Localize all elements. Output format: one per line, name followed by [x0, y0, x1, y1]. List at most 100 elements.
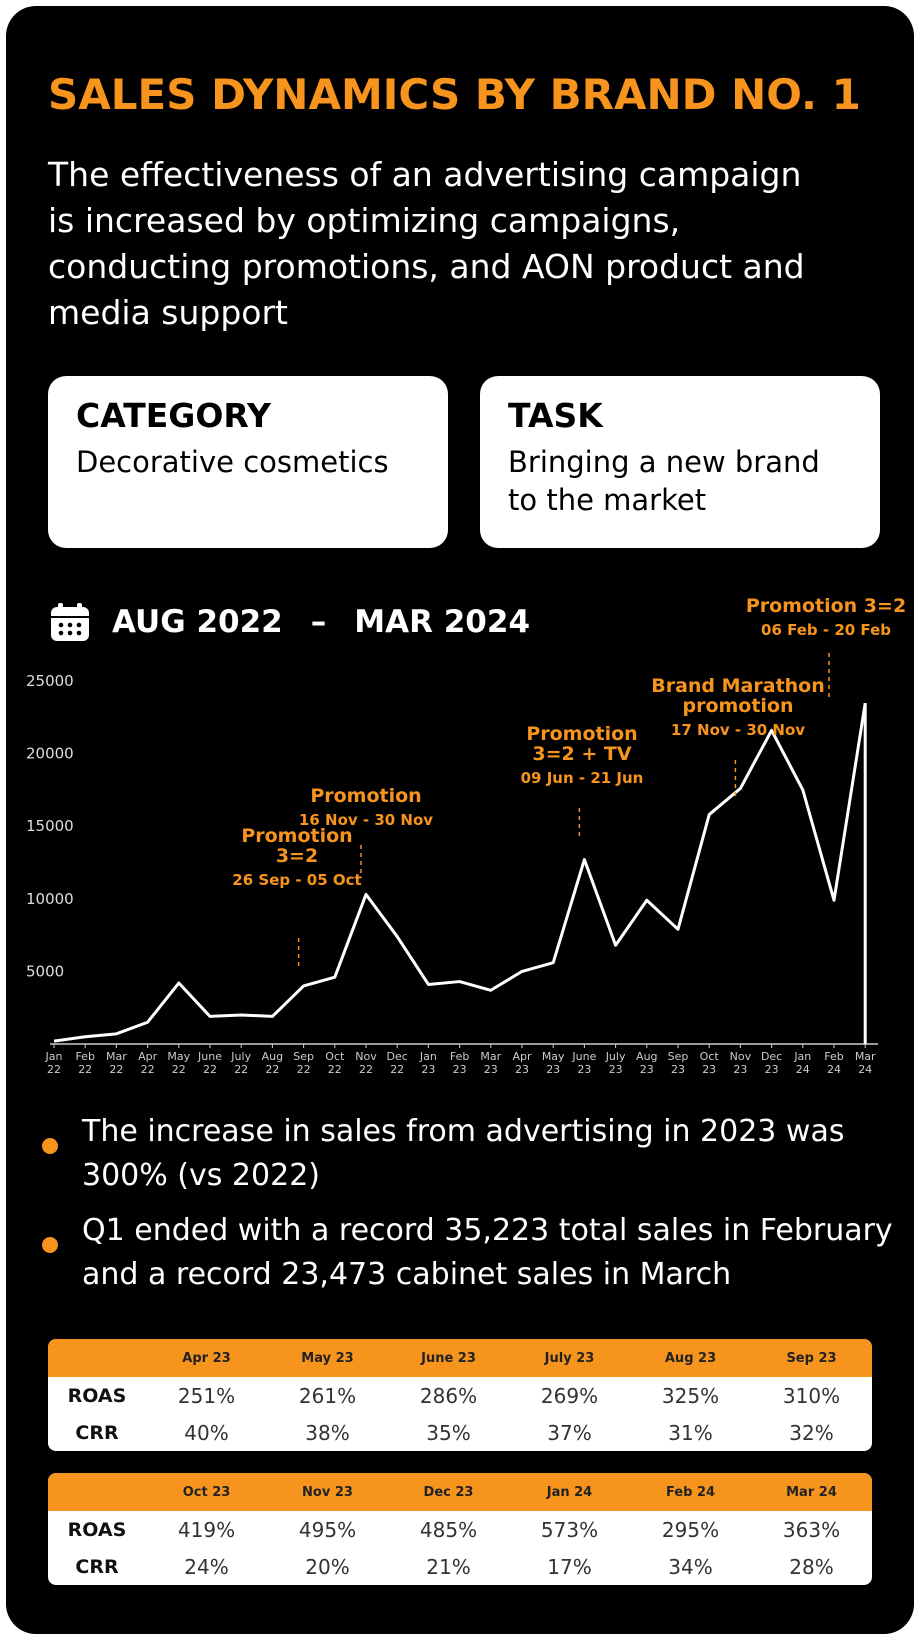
x-tick-part: 24 — [827, 1063, 841, 1076]
x-tick-part: Aug — [636, 1050, 657, 1063]
x-tick-part: Sep — [293, 1050, 314, 1063]
x-tick-part: 22 — [78, 1063, 92, 1076]
table-cell: 269% — [540, 1383, 599, 1408]
x-tick-part: 23 — [733, 1063, 747, 1076]
x-tick-part: Mar — [480, 1050, 501, 1063]
x-tick-label: June 23 — [571, 1050, 596, 1076]
x-tick-part: 23 — [640, 1063, 654, 1076]
x-tick-part: Aug — [262, 1050, 283, 1063]
x-tick-part: Nov — [730, 1050, 752, 1063]
x-tick-label: July 23 — [605, 1050, 626, 1076]
x-tick-part: Feb — [75, 1050, 94, 1063]
x-tick-label: Aug 23 — [636, 1050, 657, 1076]
annotation-title: Promotion — [241, 825, 352, 847]
row-label: CRR — [75, 1555, 119, 1578]
annotation-title: 3=2 — [276, 845, 318, 867]
card-text: Decorative cosmetics — [76, 445, 389, 479]
table-header: Apr 23 May 23 June 23 July 23 Aug 23 Sep 23 — [48, 1339, 872, 1377]
y-tick-label: 5000 — [26, 962, 64, 980]
x-tick-part: 22 — [47, 1063, 61, 1076]
bullet: The increase in sales from advertising i… — [42, 1110, 902, 1198]
x-tick-label: June 22 — [197, 1050, 222, 1076]
x-tick-part: 23 — [453, 1063, 467, 1076]
table-cell: 40% — [184, 1420, 229, 1445]
annotation-title: Promotion — [526, 723, 637, 745]
x-tick-label: Sep 22 — [293, 1050, 314, 1076]
x-tick-part: July — [230, 1050, 251, 1063]
x-tick-part: 22 — [390, 1063, 404, 1076]
table-cell: 31% — [668, 1420, 713, 1445]
annotation-dates: 06 Feb - 20 Feb — [761, 621, 891, 639]
x-tick-part: 23 — [515, 1063, 529, 1076]
x-tick-label: Nov 22 — [355, 1050, 377, 1076]
x-tick-part: 22 — [234, 1063, 248, 1076]
table-header: Oct 23 Nov 23 Dec 23 Jan 24 Feb 24 Mar 24 — [48, 1473, 872, 1511]
x-tick-label: Mar 23 — [480, 1050, 501, 1076]
annotation-title: 3=2 + TV — [532, 743, 631, 765]
y-tick-label: 15000 — [26, 817, 74, 835]
x-tick-part: Mar — [106, 1050, 127, 1063]
x-tick-part: 24 — [858, 1063, 872, 1076]
x-tick-part: May — [167, 1050, 190, 1063]
x-tick-label: Aug 22 — [262, 1050, 283, 1076]
annotation-dates: 16 Nov - 30 Nov — [299, 811, 433, 829]
annotation-dates: 09 Jun - 21 Jun — [521, 769, 644, 787]
x-tick-part: 23 — [671, 1063, 685, 1076]
table-cell: 363% — [782, 1517, 841, 1542]
table-cell: 28% — [789, 1554, 834, 1579]
table-cell: 495% — [298, 1517, 357, 1542]
x-tick-part: 23 — [702, 1063, 716, 1076]
x-tick-part: 22 — [172, 1063, 186, 1076]
x-tick-part: 23 — [484, 1063, 498, 1076]
header-cell: May 23 — [301, 1350, 354, 1366]
x-tick-label: Dec 22 — [387, 1050, 408, 1076]
x-tick-label: Mar 24 — [855, 1050, 876, 1076]
x-tick-part: 23 — [765, 1063, 779, 1076]
card-text: Bringing a new brand to the market — [508, 445, 820, 517]
table-cell: 325% — [661, 1383, 720, 1408]
calendar-icon — [51, 603, 89, 641]
header-cell: Oct 23 — [182, 1484, 231, 1500]
bullet: Q1 ended with a record 35,223 total sale… — [42, 1209, 902, 1297]
y-tick-label: 20000 — [26, 745, 74, 763]
card-title: TASK — [508, 396, 603, 435]
x-tick-part: Feb — [824, 1050, 843, 1063]
table-cell: 251% — [177, 1383, 236, 1408]
table-cell: 295% — [661, 1517, 720, 1542]
x-tick-part: 23 — [577, 1063, 591, 1076]
bullet-text: Q1 ended with a record 35,223 total sale… — [82, 1213, 893, 1292]
header-cell: Dec 23 — [423, 1484, 474, 1500]
table-cell: 35% — [426, 1420, 471, 1445]
x-tick-part: 23 — [609, 1063, 623, 1076]
table-cell: 17% — [547, 1554, 592, 1579]
header-cell: Nov 23 — [302, 1484, 353, 1500]
x-tick-label: May 22 — [167, 1050, 190, 1076]
x-tick-part: May — [542, 1050, 565, 1063]
x-tick-part: Feb — [450, 1050, 469, 1063]
x-tick-label: Jan 22 — [45, 1050, 63, 1076]
header-cell: July 23 — [544, 1350, 595, 1366]
x-tick-part: Mar — [855, 1050, 876, 1063]
x-tick-part: 22 — [141, 1063, 155, 1076]
table-cell: 37% — [547, 1420, 592, 1445]
table-cell: 32% — [789, 1420, 834, 1445]
row-label: CRR — [75, 1421, 119, 1444]
x-tick-label: Mar 22 — [106, 1050, 127, 1076]
period-dash: – — [310, 604, 327, 640]
x-tick-part: Oct — [700, 1050, 720, 1063]
x-tick-label: Oct 23 — [700, 1050, 720, 1076]
x-tick-label: Oct 22 — [325, 1050, 345, 1076]
header-cell: Feb 24 — [665, 1484, 716, 1500]
bullet-dot — [42, 1138, 58, 1154]
annotation-title: Brand Marathon — [651, 675, 825, 697]
x-tick-label: Jan 23 — [419, 1050, 437, 1076]
table-row: CRR 24% 20% 21% 17% 34% 28% — [48, 1548, 872, 1585]
x-tick-part: Jan — [419, 1050, 437, 1063]
info-card: CATEGORY Decorative cosmetics — [48, 376, 448, 548]
annotation-title: promotion — [682, 695, 793, 717]
x-tick-part: June — [571, 1050, 596, 1063]
x-tick-label: Feb 22 — [75, 1050, 94, 1076]
x-tick-label: May 23 — [542, 1050, 565, 1076]
